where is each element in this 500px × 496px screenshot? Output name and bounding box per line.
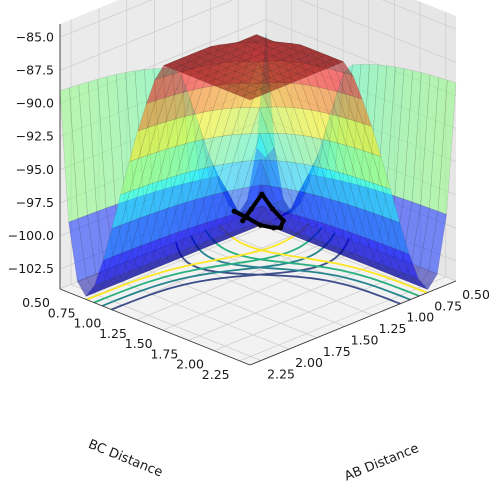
trajectory-point bbox=[270, 206, 276, 212]
contour-line bbox=[86, 222, 311, 301]
axis-edges bbox=[59, 24, 457, 366]
x-tick-label: 0.75 bbox=[434, 298, 462, 313]
y-axis-label: BC Distance bbox=[86, 437, 165, 480]
z-tick-label: −95.0 bbox=[16, 162, 54, 177]
trajectory bbox=[231, 191, 286, 231]
tick-labels: 0.500.751.001.251.501.752.002.250.500.75… bbox=[8, 29, 490, 382]
z-tick-label: −85.0 bbox=[16, 29, 54, 44]
y-tick-label: 0.75 bbox=[48, 305, 76, 320]
contour-line bbox=[217, 223, 428, 294]
z-tick-label: −92.5 bbox=[16, 129, 54, 144]
contour-line bbox=[190, 235, 411, 301]
floor-contours bbox=[86, 222, 428, 311]
trajectory-point bbox=[271, 225, 277, 231]
trajectory-point bbox=[257, 222, 264, 228]
z-tick-label: −102.5 bbox=[8, 261, 54, 276]
grid-line-z bbox=[59, 0, 457, 38]
trajectory-point bbox=[278, 225, 284, 231]
y-tick-label: 1.50 bbox=[125, 336, 153, 351]
x-tick-label: 1.75 bbox=[323, 344, 351, 359]
trajectory-point bbox=[248, 206, 254, 212]
y-tick-label: 1.00 bbox=[73, 316, 101, 331]
x-tick-label: 1.50 bbox=[351, 332, 379, 347]
z-tick-label: −100.0 bbox=[8, 228, 54, 243]
x-tick-label: 2.00 bbox=[295, 355, 323, 370]
contour-line bbox=[93, 226, 323, 304]
contour-line bbox=[101, 232, 336, 307]
x-tick-label: 1.25 bbox=[379, 321, 407, 336]
contour-line bbox=[111, 237, 350, 311]
grid-line-z bbox=[59, 0, 457, 71]
energy-surface bbox=[59, 33, 457, 297]
trajectory-point bbox=[280, 218, 286, 224]
contour-line bbox=[204, 229, 420, 297]
y-tick-label: 1.25 bbox=[99, 326, 127, 341]
contour-line bbox=[175, 241, 401, 305]
trajectory-path bbox=[232, 192, 286, 230]
z-tick-label: −97.5 bbox=[16, 195, 54, 210]
y-tick-label: 0.50 bbox=[22, 295, 50, 310]
x-tick-label: 0.50 bbox=[462, 287, 490, 302]
trajectory-point bbox=[244, 215, 250, 221]
trajectory-point bbox=[240, 218, 246, 224]
x-tick-label: 2.25 bbox=[267, 367, 295, 382]
y-tick-label: 2.25 bbox=[202, 367, 230, 382]
trajectory-point bbox=[259, 191, 265, 197]
z-tick-label: −87.5 bbox=[16, 62, 54, 77]
trajectory-point bbox=[231, 208, 237, 214]
x-axis-label: AB Distance bbox=[342, 441, 421, 484]
x-axis-line bbox=[249, 280, 457, 366]
surface-patch bbox=[240, 92, 260, 101]
y-tick-label: 2.00 bbox=[176, 357, 204, 372]
x-tick-label: 1.00 bbox=[406, 310, 434, 325]
y-tick-label: 1.75 bbox=[150, 346, 178, 361]
z-tick-label: −90.0 bbox=[16, 96, 54, 111]
y-axis-line bbox=[59, 288, 251, 366]
